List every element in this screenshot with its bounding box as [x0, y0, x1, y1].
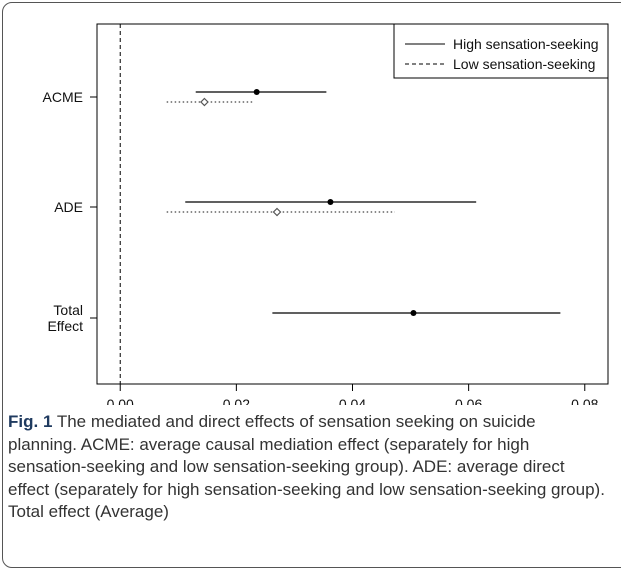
y-category-label: ACME — [43, 89, 83, 105]
legend-label-high: High sensation-seeking — [453, 36, 599, 52]
point-estimate — [253, 89, 260, 95]
caption-label: Fig. 1 — [8, 412, 53, 431]
x-tick-label: 0.06 — [455, 396, 482, 405]
legend-box — [393, 23, 609, 79]
y-category-label: Total — [53, 302, 83, 318]
figure-caption: Fig. 1 The mediated and direct effects o… — [8, 411, 608, 524]
point-estimate — [327, 199, 334, 205]
y-category-label: Effect — [47, 318, 83, 334]
series-group — [166, 89, 561, 316]
point-estimate — [200, 97, 209, 107]
legend-label-low: Low sensation-seeking — [453, 56, 595, 72]
x-tick-label: 0.08 — [571, 396, 598, 405]
point-estimate — [410, 310, 417, 316]
caption-text: The mediated and direct effects of sensa… — [8, 412, 605, 521]
legend: High sensation-seeking Low sensation-see… — [393, 23, 609, 79]
x-axis: 0.00 0.02 0.04 0.06 0.08 — [107, 384, 599, 405]
forest-plot: 0.00 0.02 0.04 0.06 0.08 ACMEADETotalEffect … — [43, 23, 609, 405]
x-tick-label: 0.02 — [223, 396, 250, 405]
x-tick-label: 0.00 — [107, 396, 134, 405]
y-category-label: ADE — [54, 199, 83, 215]
x-tick-label: 0.04 — [339, 396, 366, 405]
point-estimate — [272, 207, 282, 217]
